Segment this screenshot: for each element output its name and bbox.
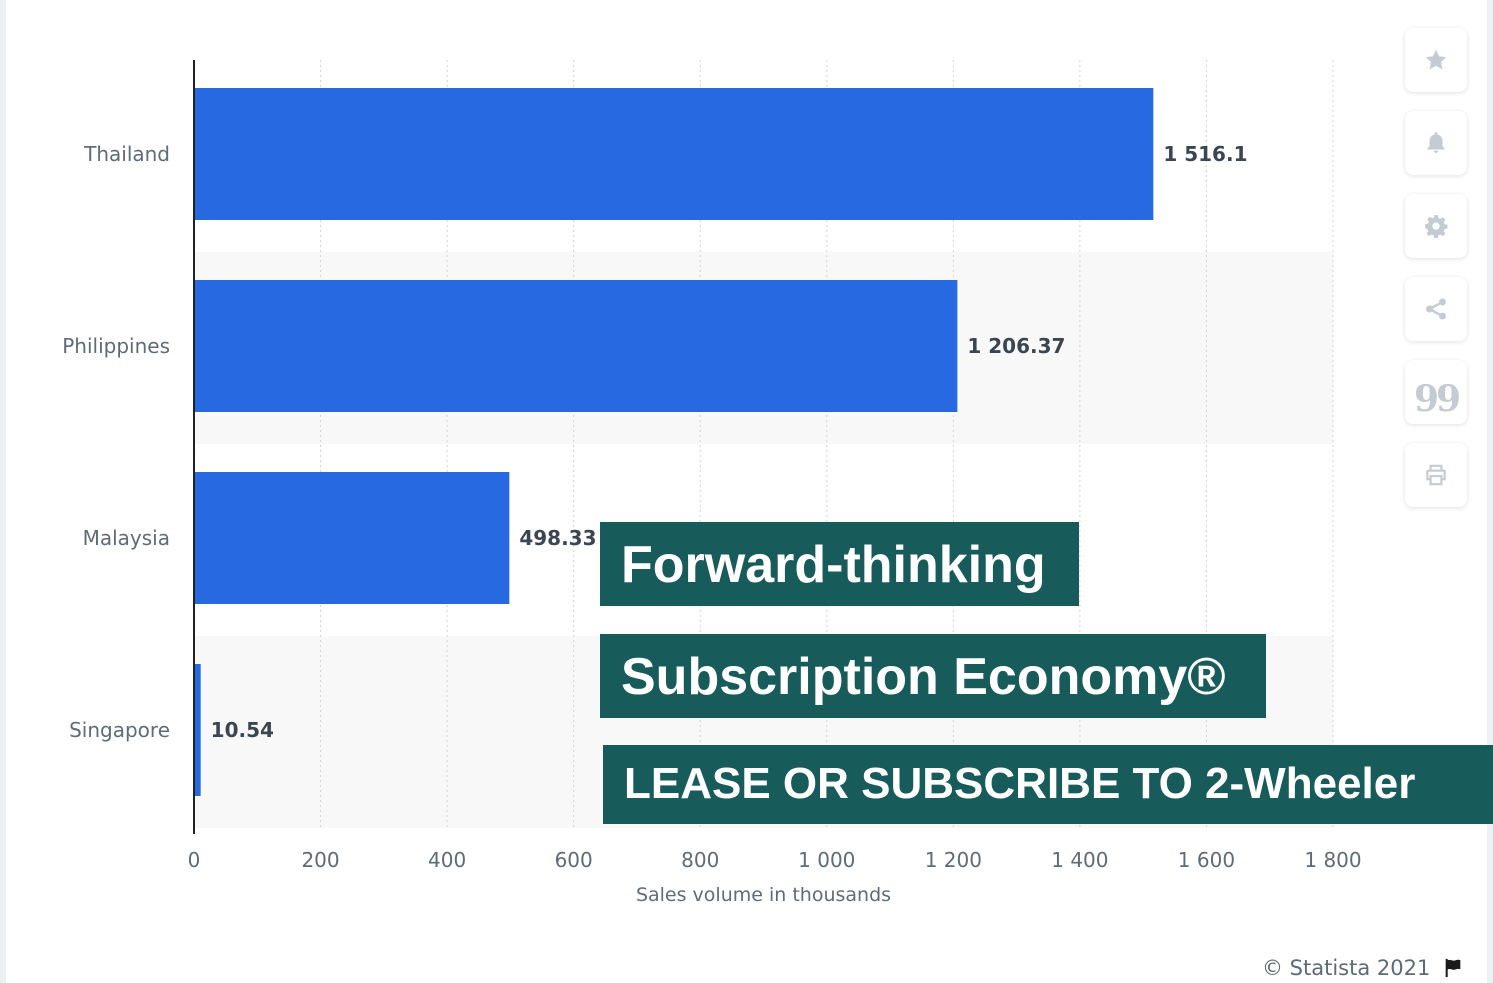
category-label: Philippines: [62, 334, 170, 358]
print-button[interactable]: [1405, 443, 1467, 507]
x-axis-title: Sales volume in thousands: [636, 884, 891, 906]
x-tick-label: 200: [301, 848, 339, 872]
x-tick-label: 600: [555, 848, 593, 872]
value-label: 10.54: [211, 718, 274, 742]
bar: [194, 472, 510, 604]
x-tick-label: 1 800: [1304, 848, 1361, 872]
bar: [194, 664, 201, 796]
value-label: 1 516.1: [1163, 142, 1247, 166]
star-icon: [1425, 49, 1447, 70]
statista-credit[interactable]: © Statista 2021: [1262, 956, 1464, 980]
favorite-button[interactable]: [1405, 28, 1467, 92]
print-icon: [1426, 464, 1446, 486]
x-tick-label: 1 200: [925, 848, 982, 872]
cite-button[interactable]: 99: [1405, 360, 1467, 424]
category-label: Singapore: [69, 718, 170, 742]
category-label: Thailand: [83, 142, 170, 166]
banner-lease-or-subscribe: LEASE OR SUBSCRIBE TO 2-Wheeler: [603, 745, 1493, 824]
bar: [194, 280, 958, 412]
credit-text: © Statista 2021: [1262, 956, 1431, 980]
value-label: 1 206.37: [967, 334, 1065, 358]
x-tick-label: 800: [681, 848, 719, 872]
category-label: Malaysia: [83, 526, 170, 550]
banner-forward-thinking: Forward-thinking: [600, 522, 1079, 606]
banner-subscription-economy: Subscription Economy®: [600, 634, 1266, 718]
x-tick-label: 400: [428, 848, 466, 872]
bell-icon: [1427, 132, 1445, 153]
gear-icon: [1425, 215, 1448, 239]
flag-icon: [1446, 958, 1461, 978]
chart-toolbar: 99: [1405, 28, 1467, 526]
value-label: 498.33: [519, 526, 596, 550]
share-icon: [1426, 298, 1446, 320]
x-tick-label: 1 000: [798, 848, 855, 872]
settings-button[interactable]: [1405, 194, 1467, 258]
x-tick-label: 1 400: [1051, 848, 1108, 872]
chart-card: 1 516.1 Thailand 1 206.37 Philippines 498.33…: [6, 0, 1487, 983]
share-button[interactable]: [1405, 277, 1467, 341]
notification-button[interactable]: [1405, 111, 1467, 175]
x-tick-label: 1 600: [1178, 848, 1235, 872]
bar: [194, 88, 1154, 220]
quote-icon: 99: [1413, 378, 1461, 420]
bar-chart: 1 516.1 Thailand 1 206.37 Philippines 498.33…: [62, 60, 1362, 906]
x-tick-label: 0: [188, 848, 201, 872]
